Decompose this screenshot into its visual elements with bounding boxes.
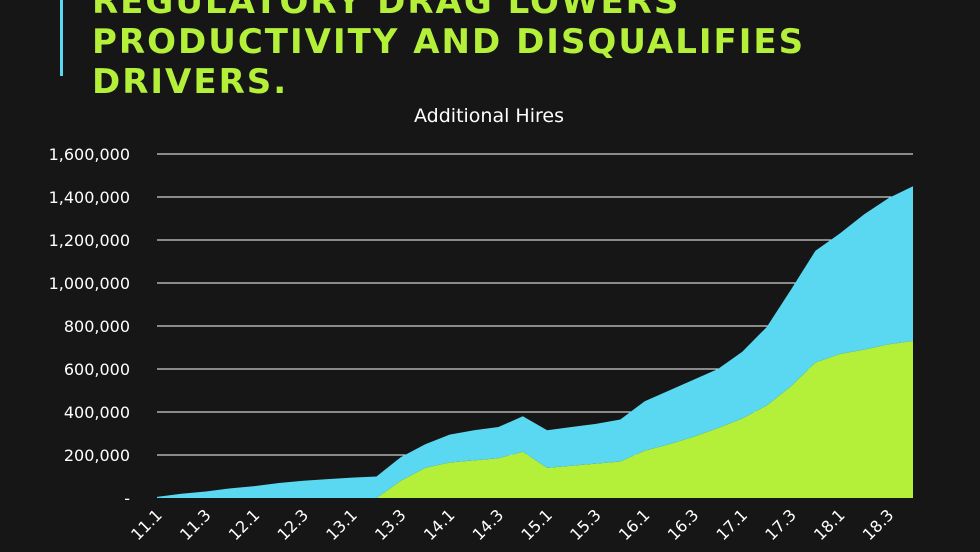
- x-tick-label: 16.1: [615, 505, 654, 544]
- series-layer: [157, 186, 913, 498]
- x-tick-label: 17.3: [761, 505, 800, 544]
- area-series-1: [157, 341, 913, 498]
- y-tick-label: 1,400,000: [49, 188, 130, 207]
- x-tick-label: 11.3: [176, 505, 215, 544]
- x-tick-label: 12.3: [274, 505, 313, 544]
- x-tick-label: 13.1: [322, 505, 361, 544]
- x-tick-label: 13.3: [371, 505, 410, 544]
- y-tick-label: 800,000: [64, 317, 130, 336]
- area-series-2: [157, 186, 913, 498]
- y-tick-label: -: [124, 489, 130, 508]
- x-tick-label: 12.1: [225, 505, 264, 544]
- y-tick-label: 200,000: [64, 446, 130, 465]
- x-tick-label: 18.1: [810, 505, 849, 544]
- y-tick-label: 600,000: [64, 360, 130, 379]
- y-tick-label: 1,600,000: [49, 145, 130, 164]
- x-tick-label: 14.1: [420, 505, 459, 544]
- headline-line-2: PRODUCTIVITY AND DISQUALIFIES: [92, 22, 806, 62]
- x-tick-label: 11.1: [127, 505, 166, 544]
- x-tick-label: 15.1: [517, 505, 556, 544]
- headline: REGULATORY DRAG LOWERS PRODUCTIVITY AND …: [92, 0, 805, 102]
- x-tick-label: 16.3: [664, 505, 703, 544]
- x-axis-tick-labels: 11.1 11.3 12.1 12.3 13.1 13.3 14.1 14.3 15.1 15.3…: [127, 505, 897, 544]
- y-tick-label: 1,200,000: [49, 231, 130, 250]
- accent-bar: [60, 0, 63, 76]
- y-axis-tick-labels: - 200,000 400,000 600,000 800,000 1,000,000 1,…: [49, 145, 130, 508]
- y-tick-label: 1,000,000: [49, 274, 130, 293]
- y-tick-label: 400,000: [64, 403, 130, 422]
- x-tick-label: 14.3: [469, 505, 508, 544]
- headline-line-1: REGULATORY DRAG LOWERS: [92, 0, 681, 22]
- headline-line-3: DRIVERS.: [92, 62, 289, 102]
- x-tick-label: 17.1: [712, 505, 751, 544]
- chart-title: Additional Hires: [414, 105, 564, 127]
- x-tick-label: 18.3: [859, 505, 898, 544]
- x-tick-label: 15.3: [566, 505, 605, 544]
